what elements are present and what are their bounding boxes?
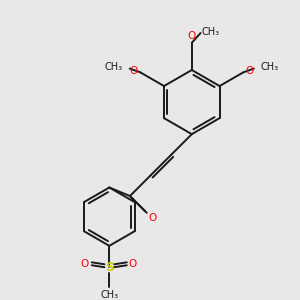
Text: CH₃: CH₃ <box>261 61 279 72</box>
Text: CH₃: CH₃ <box>100 290 118 300</box>
Text: O: O <box>129 67 137 76</box>
Text: O: O <box>188 31 196 41</box>
Text: S: S <box>105 261 114 274</box>
Text: CH₃: CH₃ <box>105 61 123 72</box>
Text: CH₃: CH₃ <box>202 27 220 37</box>
Text: O: O <box>245 67 254 76</box>
Text: O: O <box>148 213 156 223</box>
Text: O: O <box>81 259 89 269</box>
Text: O: O <box>129 259 137 269</box>
